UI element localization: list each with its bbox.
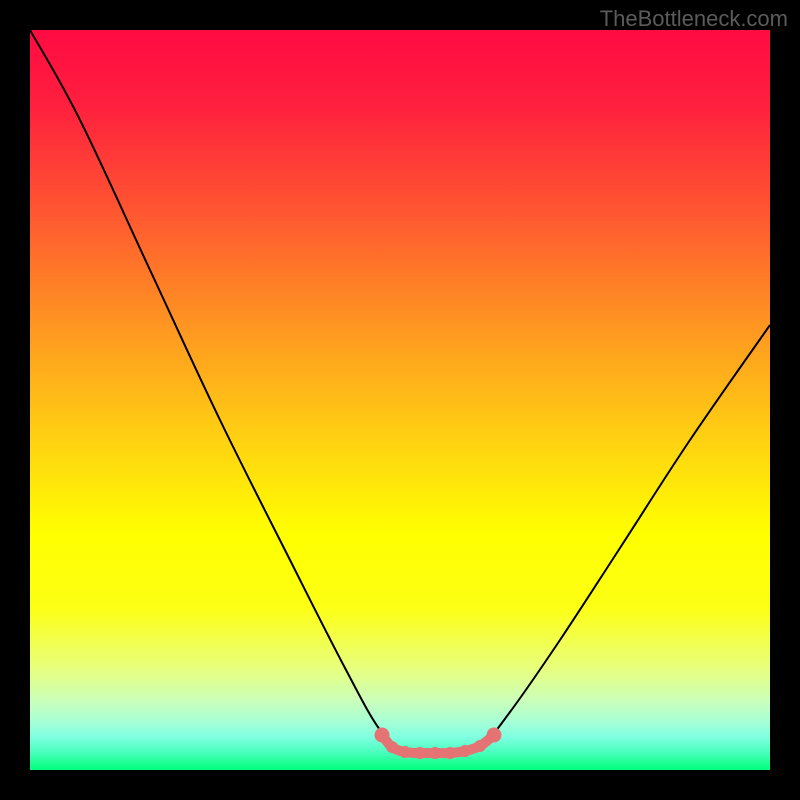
chart-container: TheBottleneck.com bbox=[0, 0, 800, 800]
bottleneck-chart bbox=[0, 0, 800, 800]
highlight-dot bbox=[429, 747, 441, 759]
watermark-text: TheBottleneck.com bbox=[600, 6, 788, 32]
highlight-end-dot bbox=[487, 728, 502, 743]
highlight-dot bbox=[474, 740, 486, 752]
highlight-dot bbox=[459, 745, 471, 757]
highlight-dot bbox=[386, 741, 398, 753]
highlight-end-dot bbox=[375, 728, 390, 743]
gradient-background bbox=[30, 30, 770, 770]
highlight-dot bbox=[414, 747, 426, 759]
highlight-dot bbox=[399, 746, 411, 758]
highlight-dot bbox=[444, 747, 456, 759]
